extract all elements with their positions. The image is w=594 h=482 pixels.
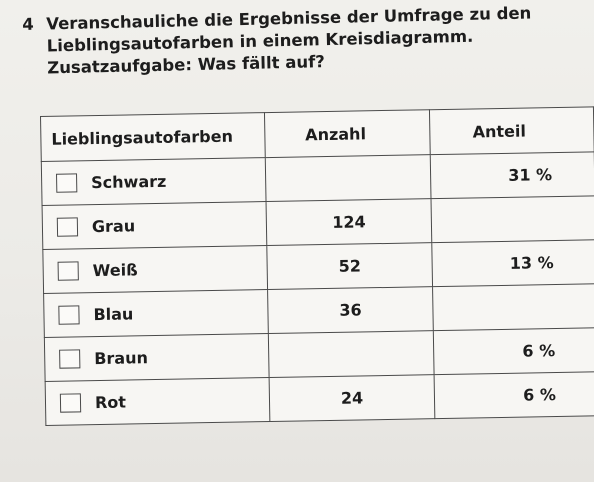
count-cell[interactable]: 24 [268, 374, 436, 422]
count-cell[interactable]: 52 [266, 242, 433, 290]
count-cell[interactable] [268, 330, 435, 378]
color-swatch-box[interactable] [56, 217, 79, 237]
color-label: Grau [91, 216, 136, 237]
color-swatch-box[interactable] [56, 173, 78, 193]
color-label: Weiß [92, 260, 138, 281]
count-cell[interactable]: 124 [265, 198, 433, 246]
color-swatch-box[interactable] [57, 261, 79, 281]
survey-table: Lieblingsautofarben Anzahl Anteil Schwar… [40, 106, 594, 426]
share-cell[interactable]: 6 % [433, 327, 594, 375]
header-favorite-colors: Lieblingsautofarben [40, 112, 266, 162]
count-cell[interactable] [265, 154, 432, 202]
share-cell[interactable]: 31 % [430, 151, 594, 199]
color-swatch-box[interactable] [59, 393, 82, 413]
task-number: 4 [22, 14, 34, 34]
count-cell[interactable]: 36 [267, 286, 434, 334]
task-4: 4 Veranschauliche die Ergebnisse der Umf… [22, 1, 583, 80]
table-row: Rot 24 6 % [45, 371, 594, 426]
header-count: Anzahl [264, 109, 431, 158]
color-label: Schwarz [91, 171, 167, 193]
share-cell[interactable] [431, 195, 594, 243]
color-label: Rot [94, 392, 127, 413]
color-label: Blau [93, 304, 134, 325]
share-cell[interactable] [432, 283, 594, 331]
color-label: Braun [94, 348, 149, 369]
color-swatch-box[interactable] [58, 305, 80, 325]
task-text: Veranschauliche die Ergebnisse der Umfra… [46, 1, 583, 79]
color-swatch-box[interactable] [59, 349, 81, 369]
header-share: Anteil [429, 106, 594, 155]
share-cell[interactable]: 6 % [434, 371, 594, 419]
survey-table-container: Lieblingsautofarben Anzahl Anteil Schwar… [40, 106, 594, 426]
share-cell[interactable]: 13 % [432, 239, 594, 287]
